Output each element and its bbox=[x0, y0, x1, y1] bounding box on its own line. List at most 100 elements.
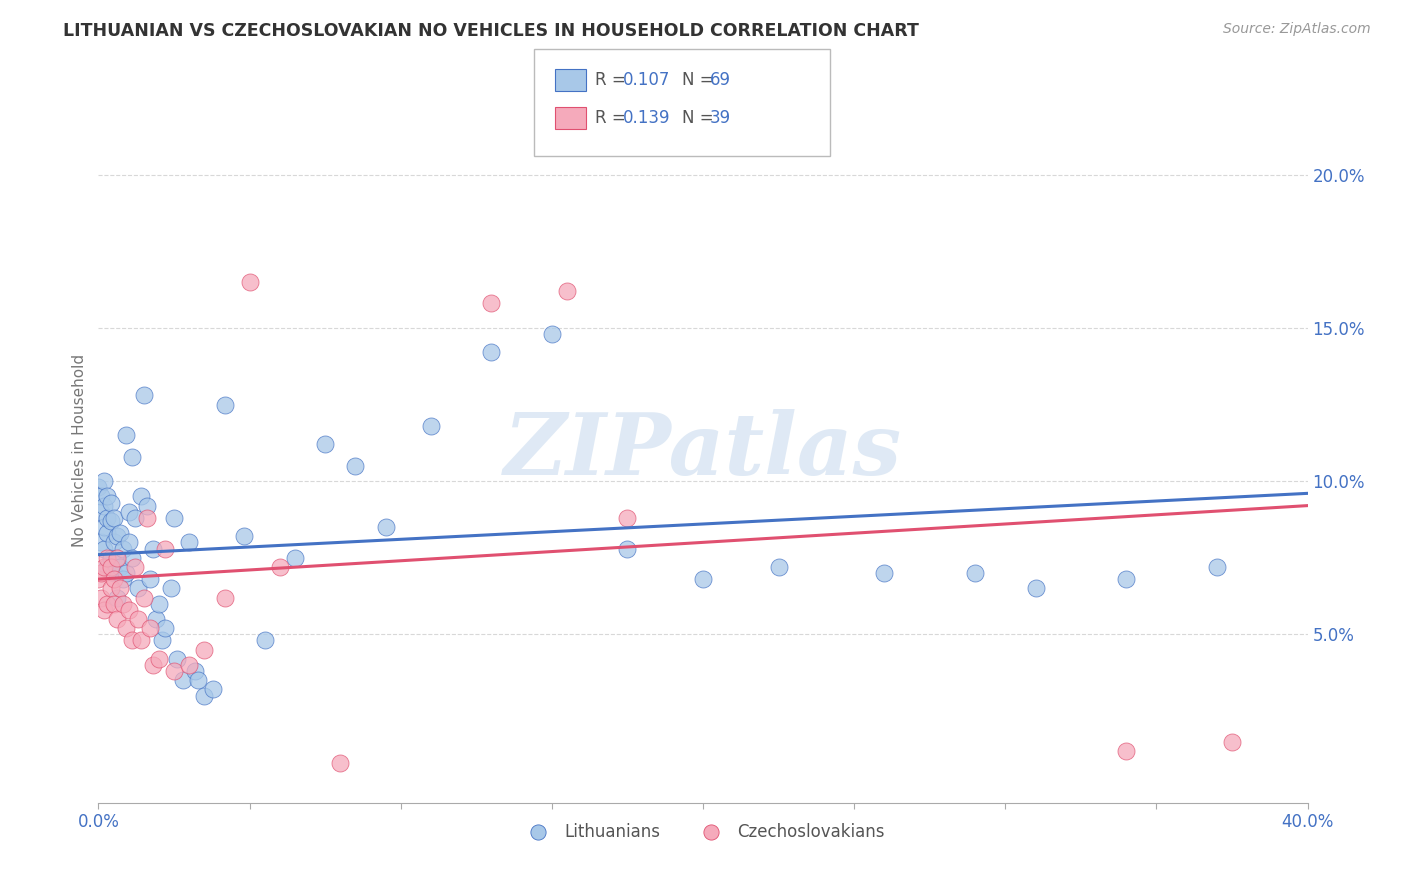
Point bbox=[139, 621, 162, 635]
Text: 0.107: 0.107 bbox=[623, 71, 671, 89]
Point bbox=[100, 560, 122, 574]
Point bbox=[93, 474, 115, 488]
Point bbox=[314, 437, 336, 451]
Point bbox=[103, 572, 125, 586]
Point bbox=[90, 490, 112, 504]
Point bbox=[269, 560, 291, 574]
Point bbox=[239, 275, 262, 289]
Point bbox=[1024, 582, 1046, 596]
Point bbox=[142, 657, 165, 672]
Point bbox=[768, 560, 790, 574]
Point bbox=[100, 582, 122, 596]
Point bbox=[139, 572, 162, 586]
Point bbox=[114, 566, 136, 580]
Text: N =: N = bbox=[682, 109, 718, 127]
Point bbox=[100, 495, 122, 509]
Point bbox=[166, 652, 188, 666]
Point bbox=[135, 499, 157, 513]
Y-axis label: No Vehicles in Household: No Vehicles in Household bbox=[72, 354, 87, 547]
Point bbox=[108, 526, 131, 541]
Point bbox=[616, 511, 638, 525]
Point bbox=[150, 633, 173, 648]
Point bbox=[214, 591, 236, 605]
Point bbox=[90, 505, 112, 519]
Point bbox=[187, 673, 209, 688]
Point bbox=[111, 597, 134, 611]
Point bbox=[118, 535, 141, 549]
Point bbox=[129, 490, 152, 504]
Point bbox=[103, 511, 125, 525]
Point bbox=[93, 603, 115, 617]
Point bbox=[121, 633, 143, 648]
Legend: Lithuanians, Czechoslovakians: Lithuanians, Czechoslovakians bbox=[515, 816, 891, 847]
Point bbox=[184, 664, 207, 678]
Point bbox=[96, 550, 118, 565]
Text: N =: N = bbox=[682, 71, 718, 89]
Point bbox=[344, 458, 367, 473]
Point bbox=[111, 572, 134, 586]
Text: 39: 39 bbox=[710, 109, 731, 127]
Point bbox=[114, 621, 136, 635]
Point bbox=[100, 550, 122, 565]
Point bbox=[93, 520, 115, 534]
Point bbox=[329, 756, 352, 770]
Point bbox=[103, 597, 125, 611]
Point bbox=[555, 284, 578, 298]
Point bbox=[124, 560, 146, 574]
Text: LITHUANIAN VS CZECHOSLOVAKIAN NO VEHICLES IN HOUSEHOLD CORRELATION CHART: LITHUANIAN VS CZECHOSLOVAKIAN NO VEHICLE… bbox=[63, 22, 920, 40]
Point bbox=[118, 505, 141, 519]
Point bbox=[118, 603, 141, 617]
Point bbox=[96, 490, 118, 504]
Point bbox=[105, 529, 128, 543]
Point bbox=[692, 572, 714, 586]
Point bbox=[179, 535, 201, 549]
Point bbox=[121, 450, 143, 464]
Point bbox=[616, 541, 638, 556]
Point bbox=[127, 612, 149, 626]
Point bbox=[87, 480, 110, 494]
Point bbox=[232, 529, 254, 543]
Point bbox=[540, 326, 562, 341]
Point bbox=[481, 345, 503, 359]
Point bbox=[1115, 744, 1137, 758]
Point bbox=[96, 560, 118, 574]
Point bbox=[253, 633, 276, 648]
Point bbox=[121, 550, 143, 565]
Text: 0.139: 0.139 bbox=[623, 109, 671, 127]
Point bbox=[96, 526, 118, 541]
Point bbox=[132, 591, 155, 605]
Point bbox=[1115, 572, 1137, 586]
Point bbox=[193, 642, 215, 657]
Point bbox=[284, 550, 307, 565]
Point bbox=[148, 597, 170, 611]
Point bbox=[90, 535, 112, 549]
Point bbox=[172, 673, 194, 688]
Point bbox=[202, 682, 225, 697]
Point bbox=[153, 621, 176, 635]
Point bbox=[160, 582, 183, 596]
Point bbox=[163, 511, 186, 525]
Text: R =: R = bbox=[595, 71, 631, 89]
Point bbox=[163, 664, 186, 678]
Point bbox=[179, 657, 201, 672]
Point bbox=[108, 582, 131, 596]
Point bbox=[153, 541, 176, 556]
Text: Source: ZipAtlas.com: Source: ZipAtlas.com bbox=[1223, 22, 1371, 37]
Point bbox=[105, 612, 128, 626]
Text: ZIPatlas: ZIPatlas bbox=[503, 409, 903, 492]
Point bbox=[105, 550, 128, 565]
Point bbox=[103, 566, 125, 580]
Point bbox=[374, 520, 396, 534]
Point bbox=[108, 560, 131, 574]
Point bbox=[127, 582, 149, 596]
Point bbox=[90, 591, 112, 605]
Point bbox=[142, 541, 165, 556]
Point bbox=[132, 388, 155, 402]
Point bbox=[96, 511, 118, 525]
Point bbox=[214, 397, 236, 411]
Point bbox=[105, 550, 128, 565]
Point bbox=[1220, 734, 1243, 748]
Point bbox=[96, 597, 118, 611]
Point bbox=[105, 591, 128, 605]
Point bbox=[193, 689, 215, 703]
